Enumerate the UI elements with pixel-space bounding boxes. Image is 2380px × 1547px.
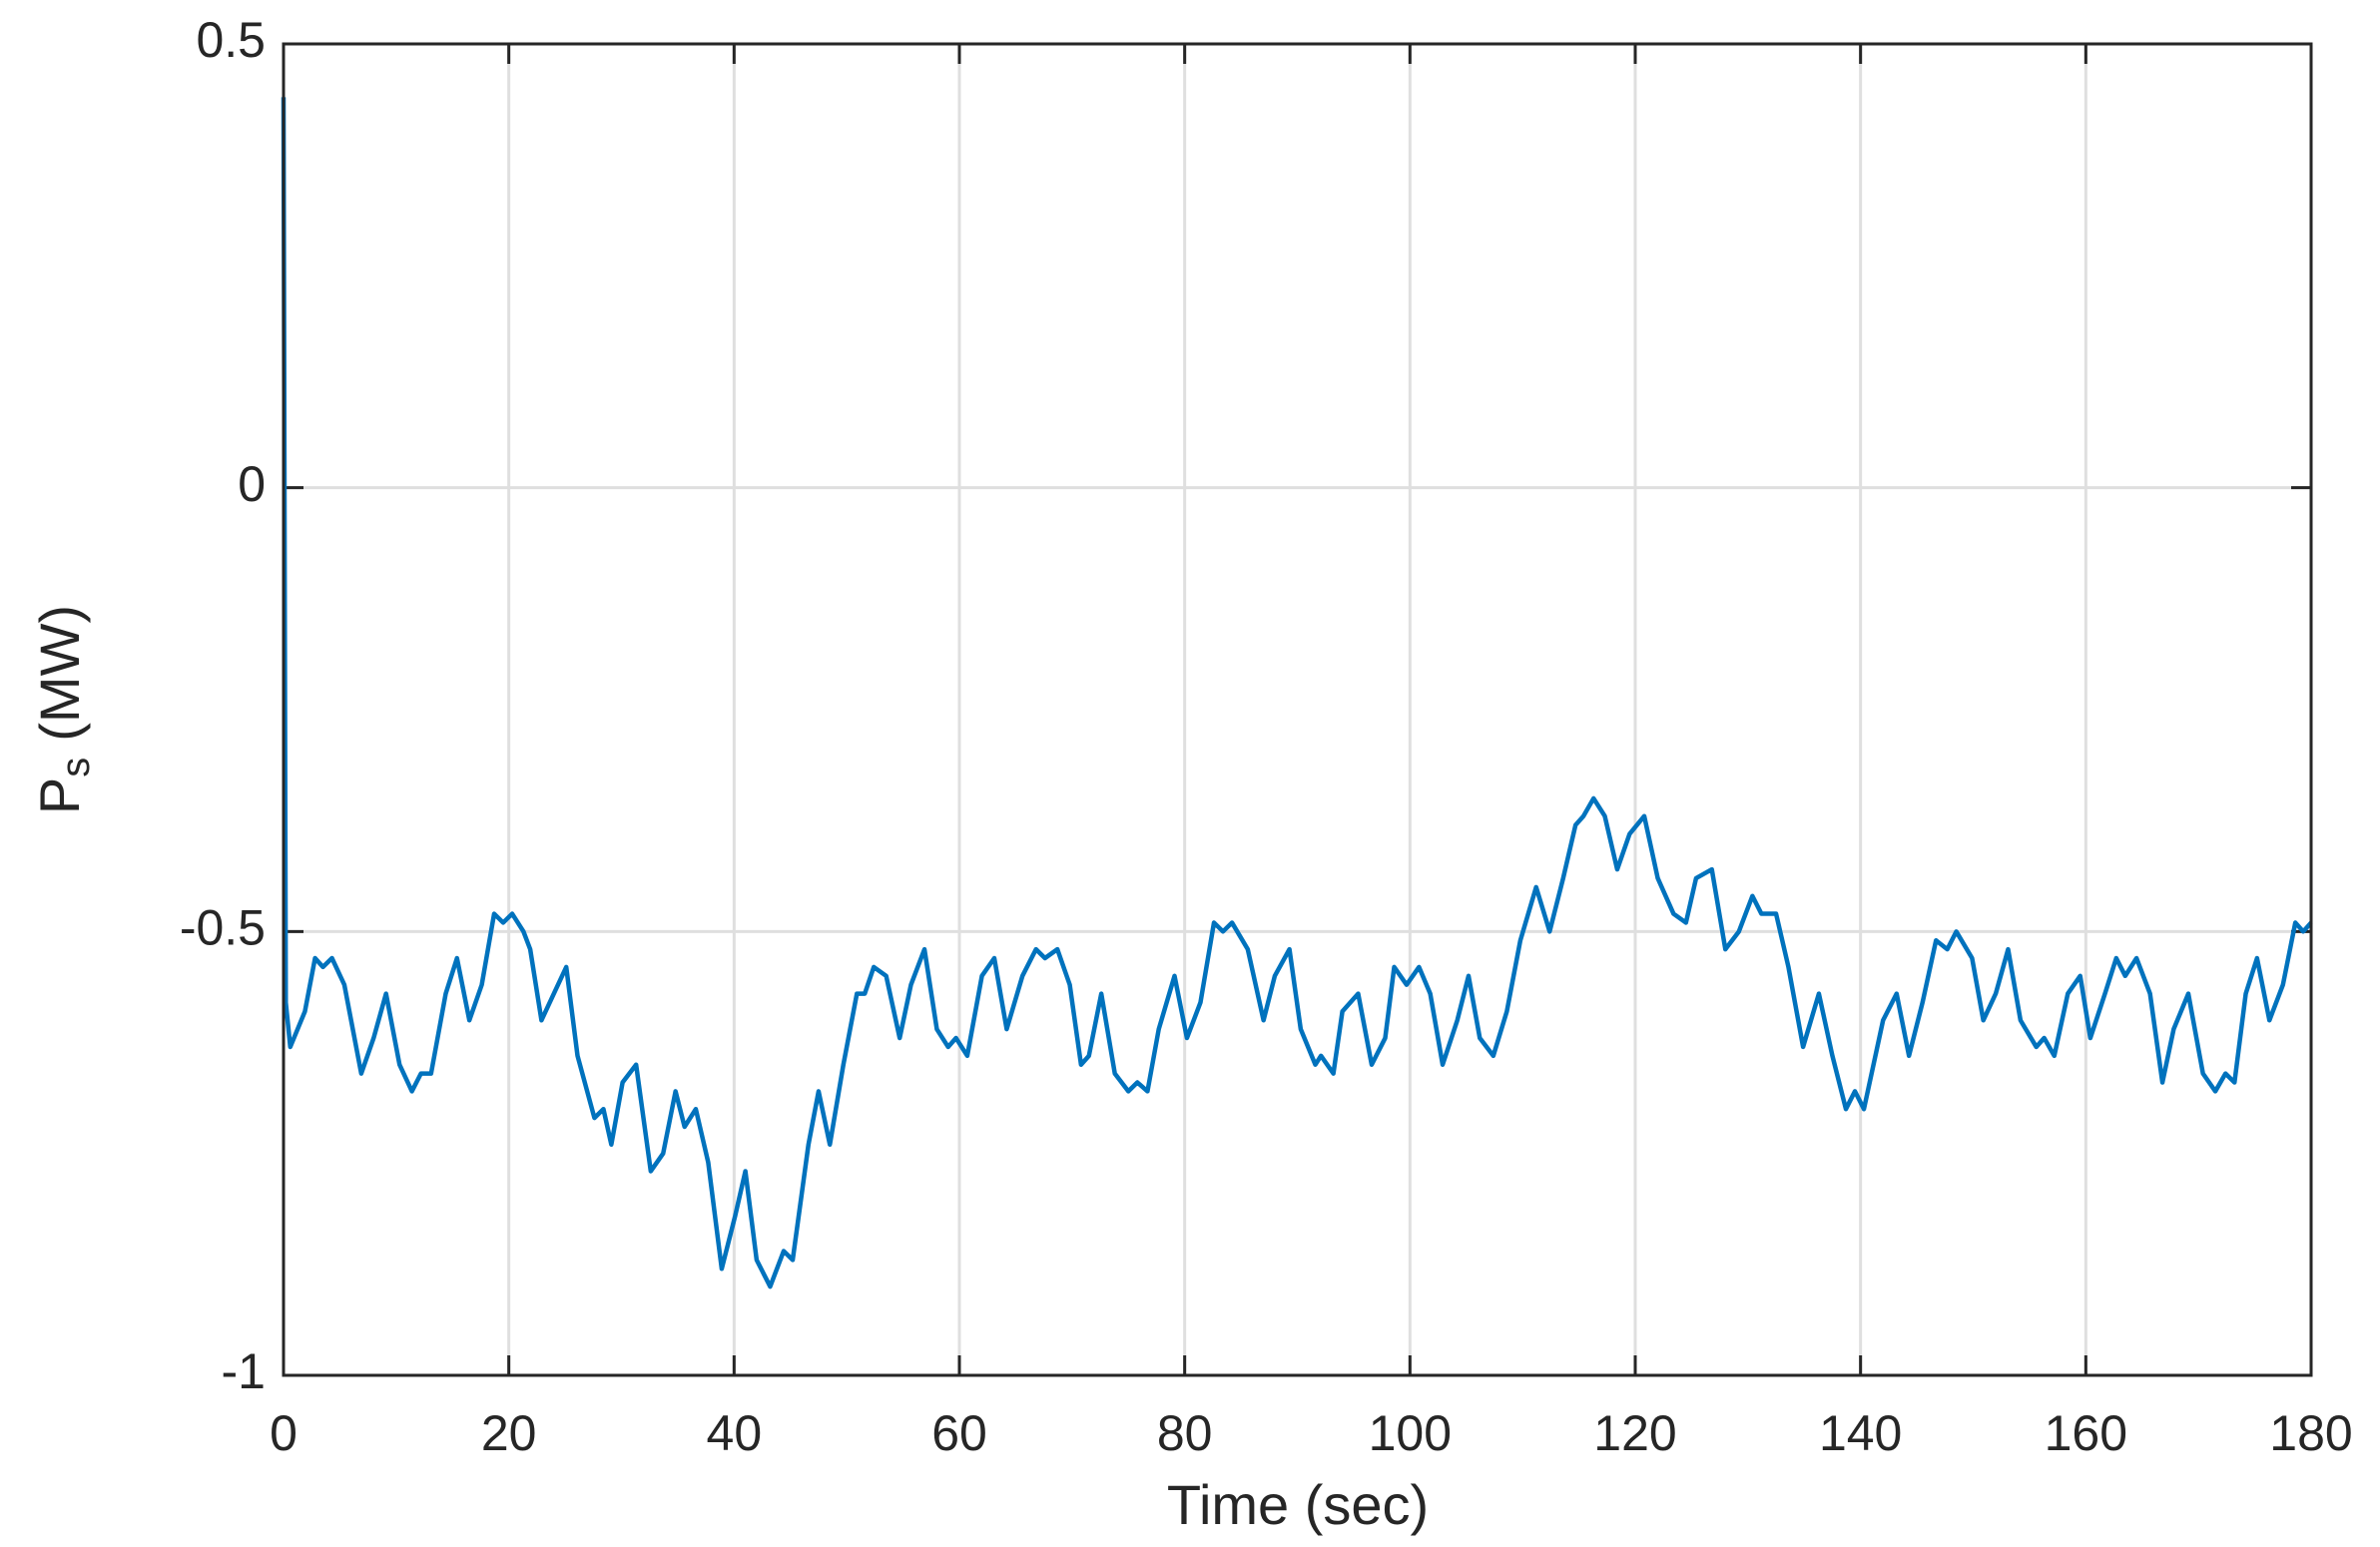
y-axis-label-main: P (28, 777, 91, 814)
y-tick-label: 0 (238, 456, 266, 512)
y-axis-label-sub: s (54, 758, 98, 777)
x-tick-label: 180 (2269, 1405, 2352, 1461)
y-axis-label-unit: (MW) (28, 605, 91, 742)
y-tick-label: -1 (222, 1343, 266, 1399)
x-tick-label: 160 (2045, 1405, 2127, 1461)
x-tick-label: 120 (1593, 1405, 1676, 1461)
x-tick-label: 40 (707, 1405, 763, 1461)
x-axis-label: Time (sec) (1167, 1473, 1429, 1536)
y-axis-label: Ps (MW) (28, 605, 98, 814)
x-tick-label: 0 (270, 1405, 298, 1461)
plot-area (284, 44, 2311, 1375)
x-tick-label: 60 (931, 1405, 987, 1461)
x-tick-label: 20 (481, 1405, 537, 1461)
data-line (281, 97, 2313, 1289)
x-tick-label: 100 (1369, 1405, 1452, 1461)
x-tick-label: 140 (1819, 1405, 1902, 1461)
y-tick-label: 0.5 (196, 12, 266, 68)
axes-box (282, 42, 2313, 1377)
x-tick-label: 80 (1157, 1405, 1213, 1461)
y-tick-label: -0.5 (180, 900, 266, 956)
